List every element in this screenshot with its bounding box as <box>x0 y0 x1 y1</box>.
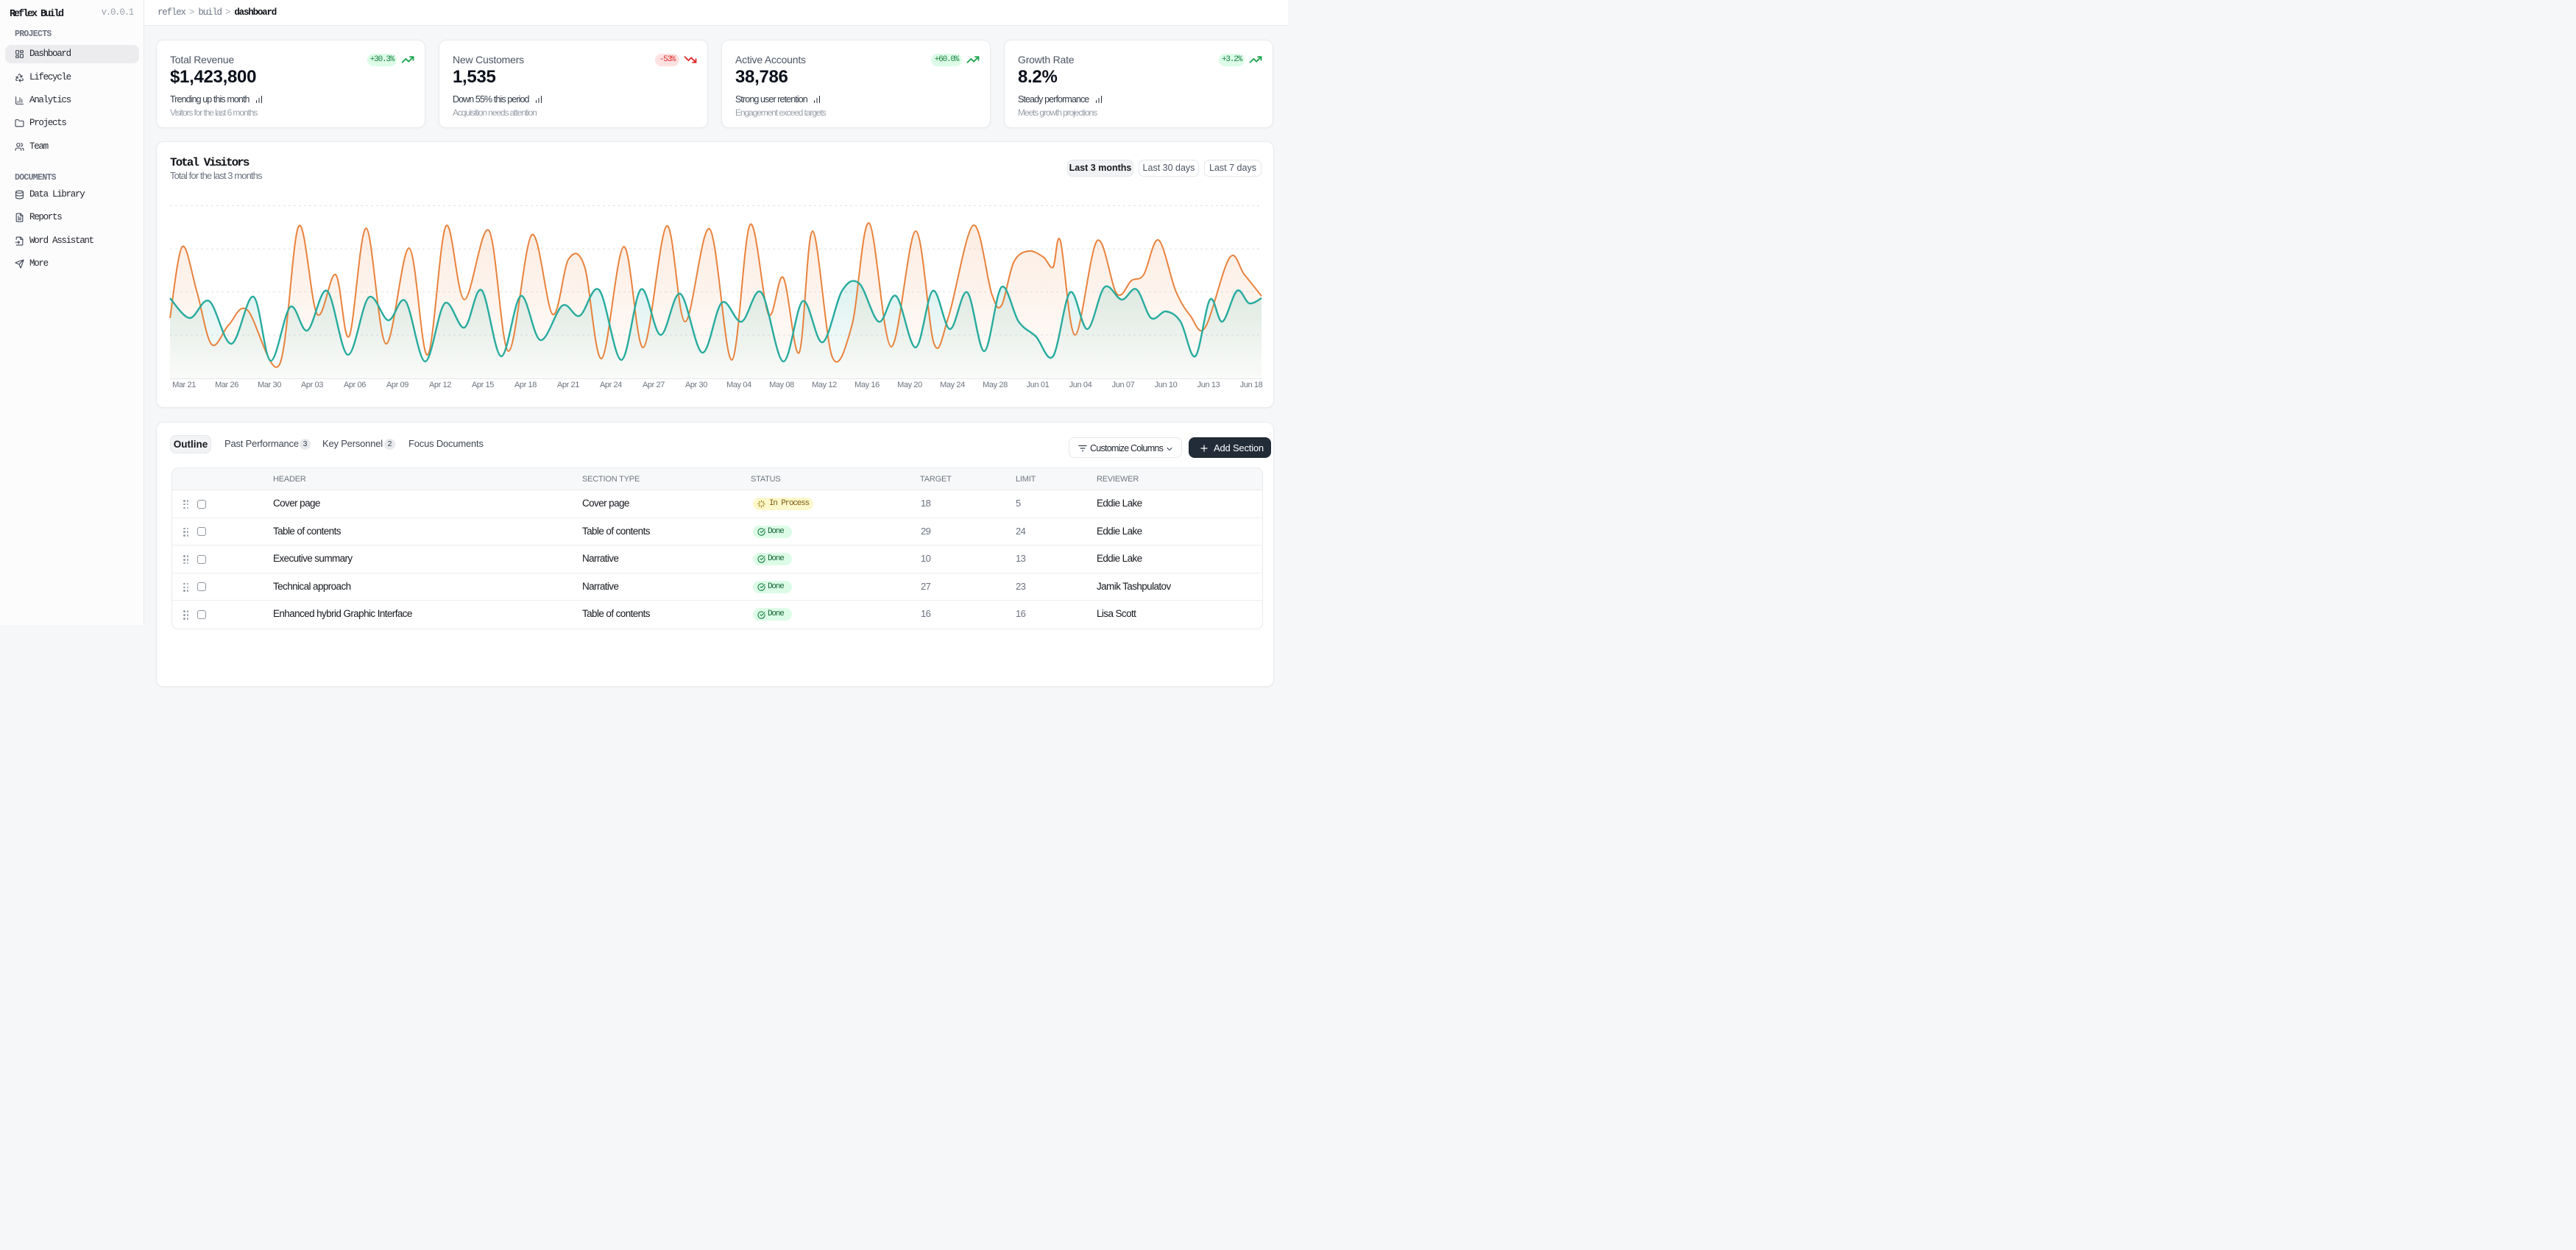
svg-text:May 16: May 16 <box>854 381 880 389</box>
svg-text:Jun 07: Jun 07 <box>1112 381 1135 389</box>
svg-text:Apr 18: Apr 18 <box>514 381 537 389</box>
svg-text:Jun 04: Jun 04 <box>1069 381 1092 389</box>
svg-text:Apr 30: Apr 30 <box>685 381 707 389</box>
svg-text:Apr 15: Apr 15 <box>472 381 494 389</box>
svg-text:Jun 01: Jun 01 <box>1027 381 1050 389</box>
svg-text:May 24: May 24 <box>940 381 965 389</box>
svg-text:Apr 27: Apr 27 <box>643 381 665 389</box>
svg-text:May 12: May 12 <box>812 381 837 389</box>
svg-text:Mar 30: Mar 30 <box>258 381 281 389</box>
svg-text:May 04: May 04 <box>726 381 751 389</box>
svg-text:May 28: May 28 <box>983 381 1008 389</box>
svg-text:Apr 09: Apr 09 <box>386 381 408 389</box>
svg-text:Apr 12: Apr 12 <box>429 381 451 389</box>
svg-text:Jun 18: Jun 18 <box>1240 381 1263 389</box>
svg-text:Apr 24: Apr 24 <box>600 381 622 389</box>
svg-text:Mar 21: Mar 21 <box>172 381 196 389</box>
svg-text:May 20: May 20 <box>897 381 922 389</box>
svg-text:Jun 10: Jun 10 <box>1155 381 1178 389</box>
svg-text:May 08: May 08 <box>769 381 794 389</box>
svg-text:Apr 03: Apr 03 <box>301 381 323 389</box>
svg-text:Apr 06: Apr 06 <box>344 381 366 389</box>
svg-text:Jun 13: Jun 13 <box>1197 381 1220 389</box>
svg-text:Mar 26: Mar 26 <box>215 381 238 389</box>
svg-text:Apr 21: Apr 21 <box>557 381 579 389</box>
